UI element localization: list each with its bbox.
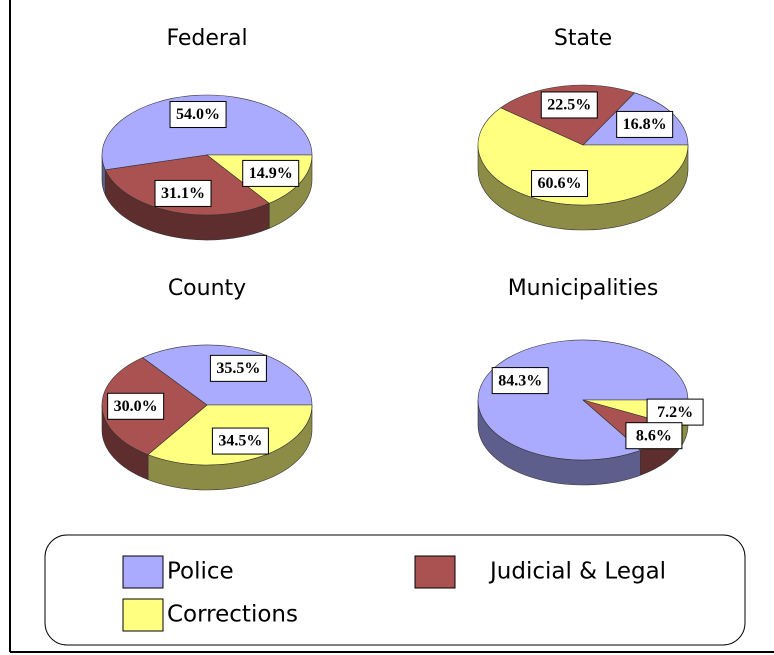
legend-label: Corrections [167, 602, 298, 628]
label-box [209, 354, 267, 382]
label-box [107, 392, 165, 420]
legend-swatch [122, 598, 164, 632]
pie-title: State [554, 26, 612, 51]
value-label: 84.3% [498, 372, 542, 389]
value-label: 60.6% [538, 175, 582, 192]
legend-label: Judicial & Legal [488, 559, 666, 585]
label-box [625, 422, 683, 450]
value-label: 22.5% [547, 97, 591, 114]
value-label: 8.6% [636, 427, 672, 444]
value-label: 30.0% [114, 398, 158, 415]
label-box [242, 159, 300, 187]
legend-box [44, 534, 746, 646]
pie-slice [477, 107, 689, 206]
label-box [211, 427, 269, 455]
label-box [169, 101, 227, 129]
pie-title: Municipalities [508, 276, 659, 301]
legend-swatch [122, 555, 164, 589]
pie-title: Federal [166, 26, 247, 51]
label-box [531, 170, 589, 198]
pie-slice [101, 94, 313, 171]
value-label: 35.5% [216, 360, 260, 377]
value-label: 16.8% [623, 116, 667, 133]
legend-label: Police [167, 559, 234, 585]
value-label: 14.9% [249, 165, 293, 182]
value-label: 7.2% [657, 404, 693, 421]
label-box [540, 91, 598, 119]
value-label: 31.1% [161, 185, 205, 202]
label-box [491, 367, 549, 395]
pie-title: County [168, 276, 246, 301]
value-label: 34.5% [218, 433, 262, 450]
label-box [154, 179, 212, 207]
label-box [646, 398, 704, 426]
legend-swatch [414, 555, 456, 589]
label-box [616, 110, 674, 138]
value-label: 54.0% [176, 106, 220, 123]
